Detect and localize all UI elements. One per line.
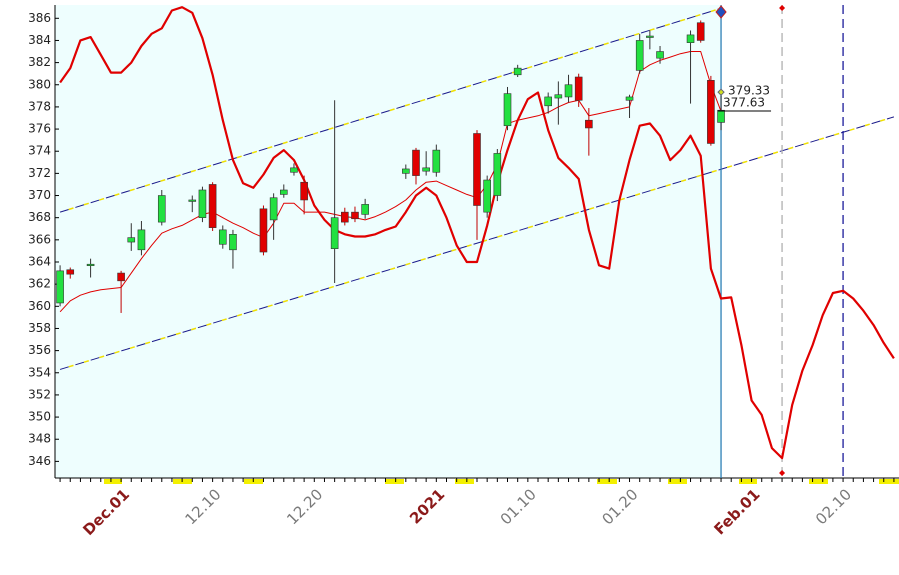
future-area bbox=[721, 5, 899, 478]
y-tick-label: 382 bbox=[28, 55, 51, 69]
candle-body bbox=[625, 96, 634, 101]
x-tick-label: 01.10 bbox=[497, 485, 540, 528]
candle-body bbox=[127, 237, 136, 243]
weekend-marker bbox=[809, 479, 828, 484]
y-tick-label: 366 bbox=[28, 232, 51, 246]
y-tick-label: 360 bbox=[28, 299, 51, 313]
weekend-marker bbox=[668, 479, 687, 484]
candle-body bbox=[646, 35, 654, 38]
candle-body bbox=[422, 167, 430, 172]
candle-body bbox=[717, 109, 725, 123]
x-tick-label: Feb.01 bbox=[710, 485, 763, 538]
candle-body bbox=[707, 80, 715, 144]
x-tick-label: 2021 bbox=[406, 485, 448, 527]
candle-body bbox=[544, 96, 552, 107]
y-tick-label: 378 bbox=[28, 99, 51, 113]
y-tick-label: 386 bbox=[28, 11, 51, 25]
price-label: 377.63 bbox=[723, 96, 765, 110]
y-tick-label: 376 bbox=[28, 122, 51, 136]
candle-body bbox=[86, 263, 95, 267]
candle-body bbox=[198, 189, 207, 218]
y-tick-label: 346 bbox=[28, 454, 51, 468]
candle-body bbox=[208, 184, 217, 228]
weekend-marker bbox=[739, 479, 757, 484]
candle-body bbox=[656, 51, 664, 59]
indicator-line bbox=[59, 6, 895, 460]
current-marker bbox=[715, 5, 727, 19]
price-label: 379.33 bbox=[728, 84, 770, 98]
candle-body bbox=[483, 179, 491, 213]
candle-body bbox=[473, 133, 481, 206]
weekend-marker bbox=[597, 479, 617, 484]
candle-body bbox=[574, 76, 583, 101]
candle-body bbox=[157, 195, 166, 223]
candle-body bbox=[585, 119, 593, 129]
candle-body bbox=[432, 149, 441, 173]
indicator-line bbox=[59, 51, 722, 313]
marker bbox=[779, 470, 786, 476]
candle-body bbox=[696, 22, 705, 41]
candle-body bbox=[188, 199, 197, 202]
candle-body bbox=[554, 94, 563, 99]
candle-body bbox=[300, 181, 308, 201]
candle-body bbox=[66, 269, 75, 275]
y-tick-label: 384 bbox=[28, 33, 51, 47]
weekend-marker bbox=[385, 479, 404, 484]
candle-body bbox=[330, 217, 339, 250]
candle-body bbox=[137, 229, 146, 251]
y-tick-label: 370 bbox=[28, 188, 51, 202]
y-tick-label: 352 bbox=[28, 387, 51, 401]
y-tick-label: 356 bbox=[28, 343, 51, 357]
x-tick-label: 12.20 bbox=[283, 485, 326, 528]
candle-body bbox=[513, 67, 522, 76]
y-tick-label: 380 bbox=[28, 77, 51, 91]
candle-body bbox=[56, 270, 64, 304]
weekend-marker bbox=[879, 479, 899, 484]
trend-line bbox=[59, 7, 722, 213]
candle-body bbox=[117, 272, 125, 282]
y-tick-label: 362 bbox=[28, 277, 51, 291]
candle-body bbox=[290, 167, 298, 173]
trend-line bbox=[59, 116, 895, 370]
weekend-marker bbox=[455, 479, 474, 484]
candle-body bbox=[412, 149, 420, 176]
y-tick-label: 358 bbox=[28, 321, 51, 335]
candle-body bbox=[635, 40, 644, 71]
y-tick-label: 368 bbox=[28, 210, 51, 224]
marker bbox=[779, 5, 786, 11]
y-tick-label: 374 bbox=[28, 144, 51, 158]
x-tick-label: 01.20 bbox=[598, 485, 641, 528]
trend-line-accent bbox=[59, 7, 722, 213]
candle-body bbox=[686, 34, 695, 43]
x-tick-label: 02.10 bbox=[812, 485, 855, 528]
x-tick-label: Dec.01 bbox=[79, 485, 133, 539]
candle-body bbox=[269, 197, 278, 221]
candle-body bbox=[503, 93, 512, 127]
y-tick-label: 354 bbox=[28, 365, 51, 379]
candle-body bbox=[341, 211, 349, 223]
candle-body bbox=[493, 153, 502, 196]
candle-body bbox=[218, 229, 227, 245]
candle-body bbox=[229, 233, 237, 251]
x-tick-label: 12.10 bbox=[182, 485, 225, 528]
y-tick-label: 350 bbox=[28, 410, 51, 424]
y-tick-label: 348 bbox=[28, 432, 51, 446]
weekend-marker bbox=[104, 479, 122, 484]
candle-body bbox=[351, 211, 359, 220]
candle-body bbox=[259, 208, 268, 253]
price-marker bbox=[717, 88, 725, 96]
candle-body bbox=[279, 189, 288, 195]
candle-body bbox=[361, 204, 369, 215]
plot-area bbox=[55, 5, 722, 478]
y-tick-label: 372 bbox=[28, 166, 51, 180]
y-tick-label: 364 bbox=[28, 254, 51, 268]
candle-body bbox=[564, 84, 573, 98]
candle-body bbox=[402, 168, 410, 174]
